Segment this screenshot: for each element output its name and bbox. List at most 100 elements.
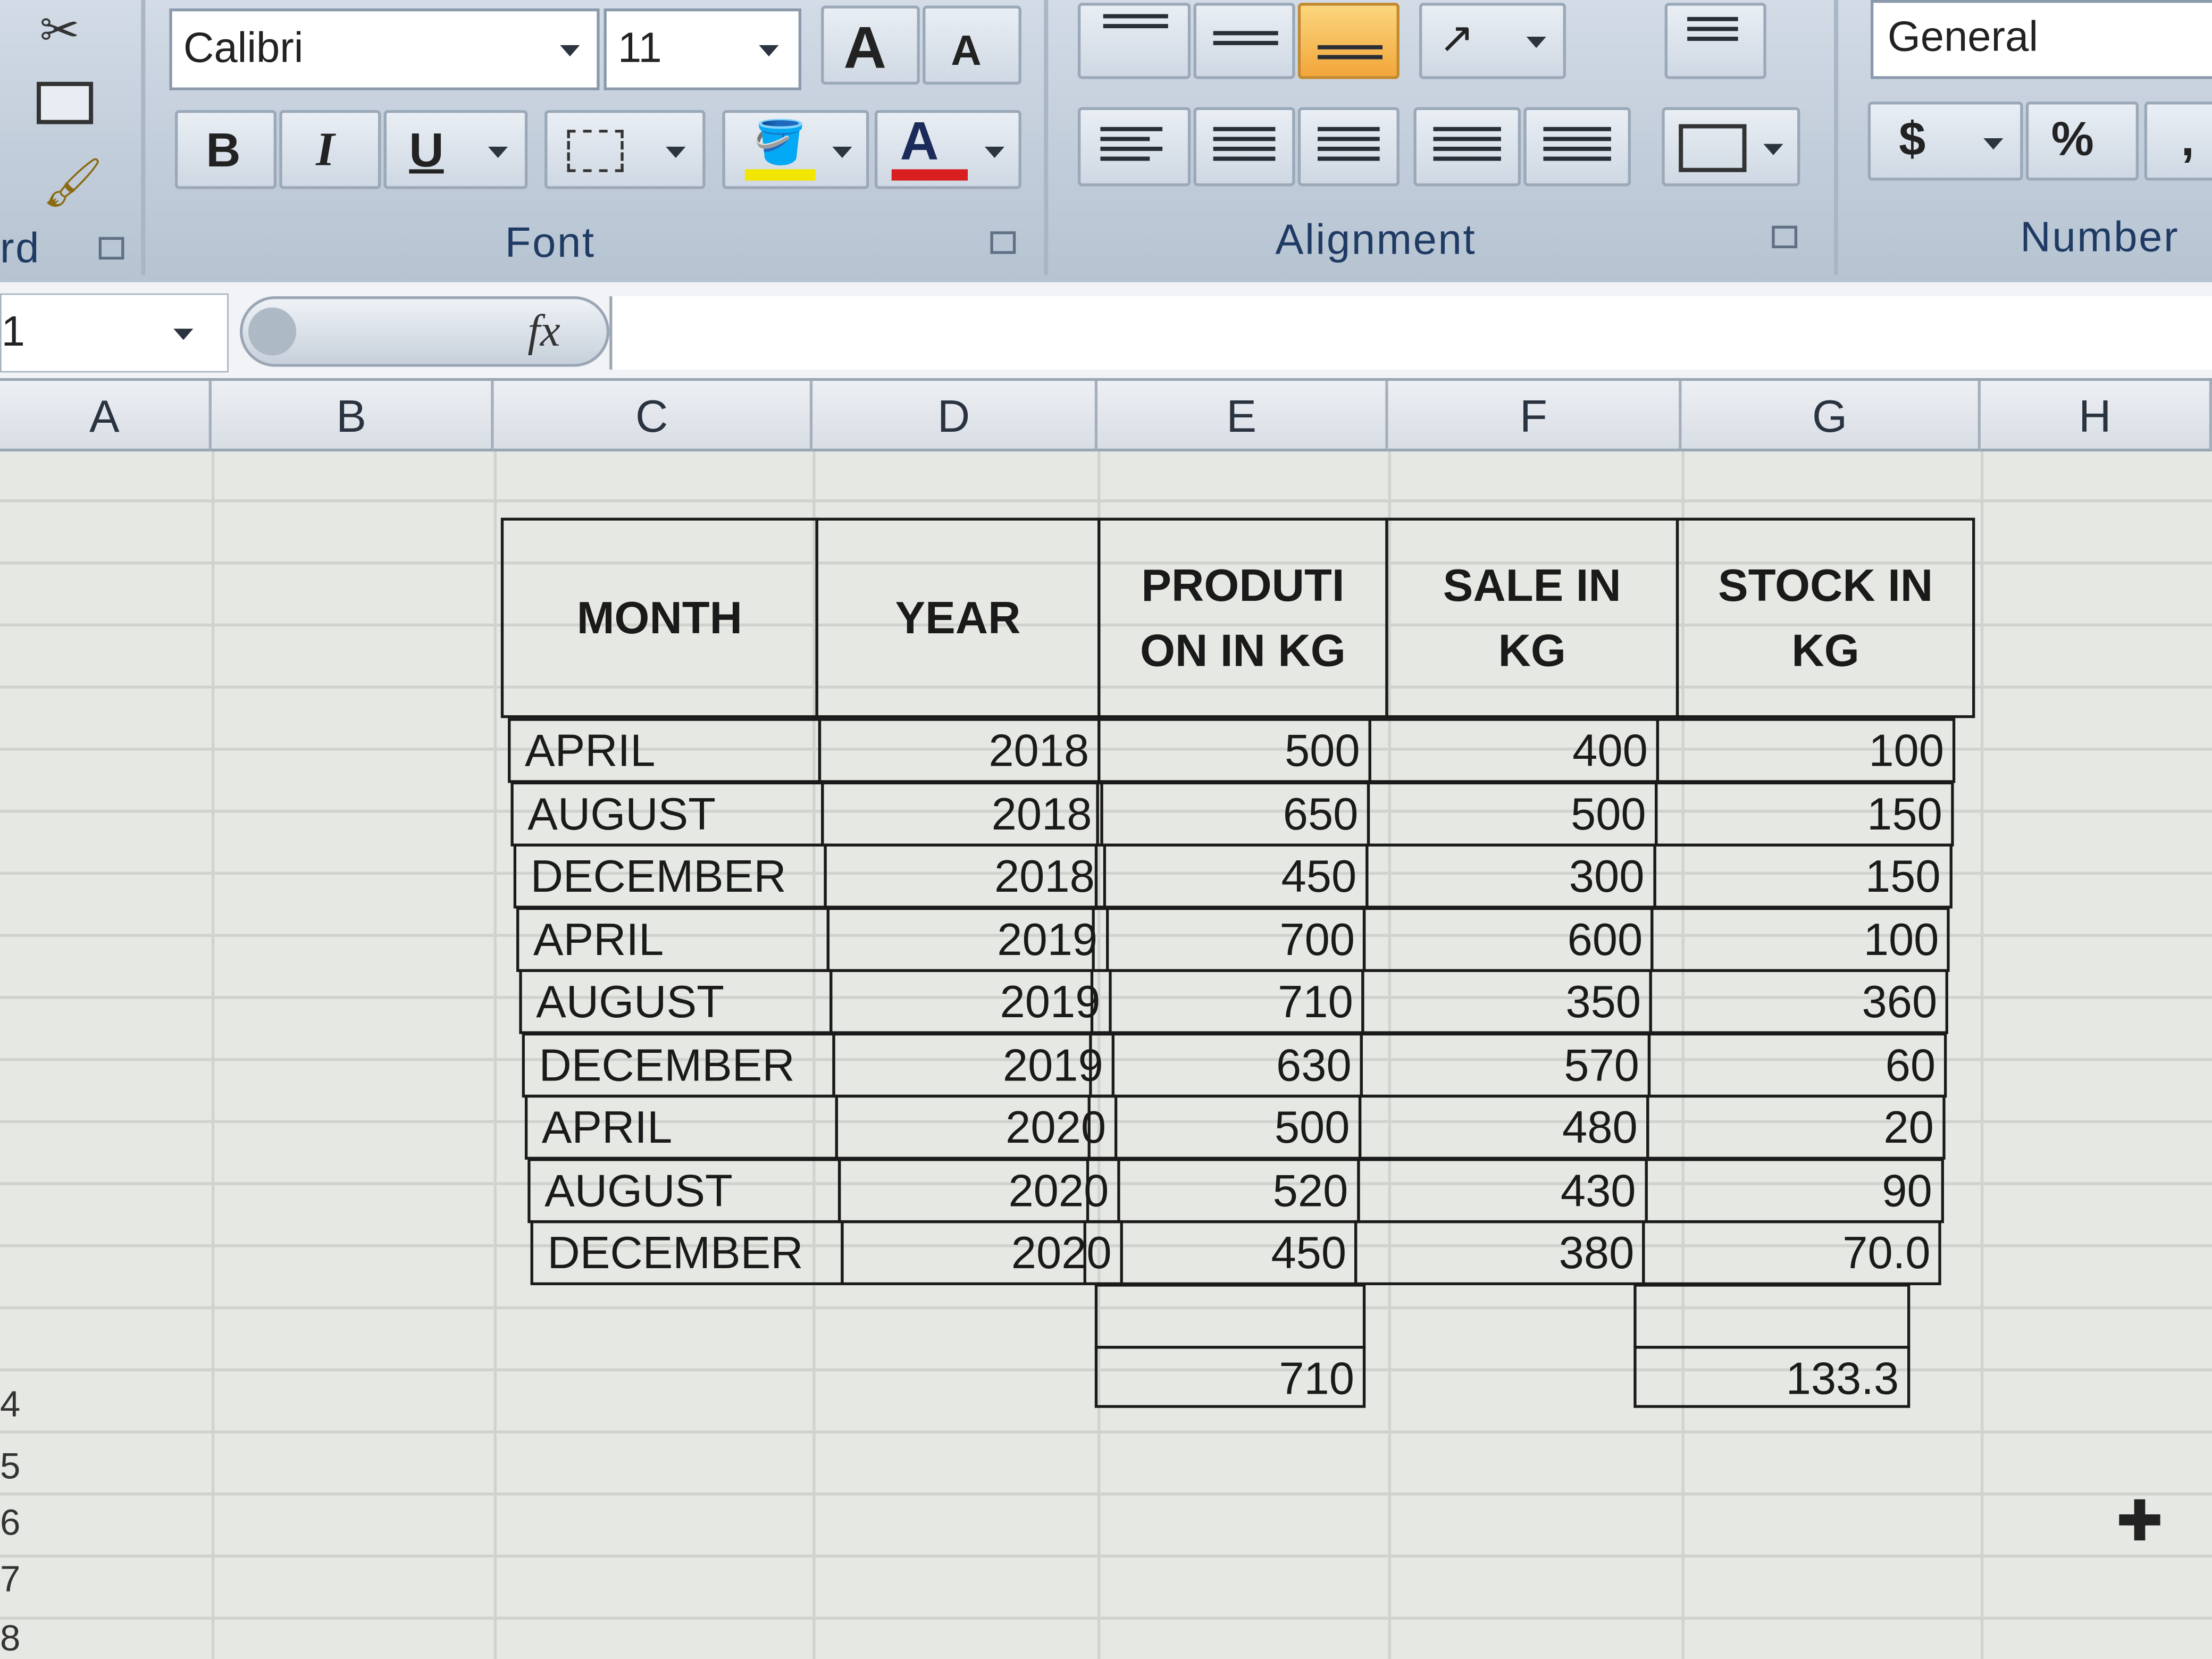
currency-button[interactable]: $: [1867, 102, 2023, 181]
row-number[interactable]: 7: [0, 1557, 21, 1600]
column-header-h[interactable]: H: [1980, 381, 2212, 451]
sheet-grid[interactable]: [0, 451, 2212, 1659]
year-cell[interactable]: 2020: [837, 1157, 1120, 1222]
merge-center-button[interactable]: [1662, 107, 1800, 187]
sale-cell[interactable]: 570: [1360, 1032, 1651, 1097]
column-header-c[interactable]: C: [493, 381, 813, 451]
format-painter-icon[interactable]: 🖌: [42, 156, 104, 211]
name-box[interactable]: 1: [0, 293, 229, 373]
month-cell[interactable]: AUGUST: [510, 781, 824, 846]
header-year[interactable]: YEAR: [815, 517, 1101, 718]
year-cell[interactable]: 2018: [824, 843, 1107, 909]
align-left-button[interactable]: [1077, 107, 1191, 187]
header-month[interactable]: MONTH: [500, 517, 818, 718]
font-color-dropdown-icon[interactable]: [984, 146, 1005, 158]
align-top-button[interactable]: [1077, 3, 1191, 79]
year-cell[interactable]: 2020: [835, 1094, 1118, 1160]
grow-font-button[interactable]: A: [821, 5, 920, 85]
production-cell[interactable]: 710: [1091, 969, 1365, 1034]
sale-cell[interactable]: 600: [1363, 906, 1654, 971]
stock-cell[interactable]: 20: [1646, 1094, 1946, 1160]
column-header-d[interactable]: D: [812, 381, 1098, 451]
fill-color-button[interactable]: 🪣: [722, 110, 869, 189]
header-production[interactable]: PRODUTI ON IN KG: [1097, 517, 1388, 718]
year-cell[interactable]: 2018: [818, 718, 1101, 783]
month-cell[interactable]: AUGUST: [527, 1157, 841, 1222]
copy-icon[interactable]: [36, 81, 94, 124]
row-number[interactable]: 5: [0, 1444, 21, 1487]
alignment-dialog-launcher-icon[interactable]: [1772, 225, 1798, 248]
stock-total-cell-empty[interactable]: [1633, 1284, 1911, 1349]
row-number[interactable]: 8: [0, 1616, 21, 1659]
stock-cell[interactable]: 60: [1647, 1032, 1947, 1097]
font-size-dropdown-icon[interactable]: [759, 45, 779, 57]
year-cell[interactable]: 2018: [821, 781, 1103, 846]
clipboard-dialog-launcher-icon[interactable]: [98, 237, 124, 260]
month-cell[interactable]: APRIL: [524, 1094, 838, 1160]
year-cell[interactable]: 2019: [826, 906, 1109, 971]
stock-total-cell[interactable]: 133.3: [1633, 1346, 1911, 1408]
month-cell[interactable]: AUGUST: [519, 969, 833, 1034]
stock-cell[interactable]: 100: [1656, 718, 1956, 783]
font-color-button[interactable]: A: [874, 110, 1021, 189]
production-total-cell-empty[interactable]: [1094, 1284, 1366, 1349]
year-cell[interactable]: 2019: [830, 969, 1112, 1034]
sale-cell[interactable]: 430: [1356, 1157, 1647, 1222]
sale-cell[interactable]: 500: [1367, 781, 1657, 846]
production-cell[interactable]: 520: [1085, 1157, 1360, 1222]
row-number[interactable]: 6: [0, 1501, 21, 1544]
sale-cell[interactable]: 300: [1365, 843, 1656, 909]
month-cell[interactable]: DECEMBER: [513, 843, 827, 909]
production-cell[interactable]: 500: [1097, 718, 1371, 783]
underline-button[interactable]: U: [383, 110, 528, 189]
align-bottom-button[interactable]: [1297, 3, 1400, 79]
merge-center-dropdown-icon[interactable]: [1763, 144, 1783, 155]
header-sale[interactable]: SALE IN KG: [1385, 517, 1679, 718]
column-header-e[interactable]: E: [1097, 381, 1388, 451]
month-cell[interactable]: APRIL: [508, 718, 822, 783]
percent-button[interactable]: %: [2025, 102, 2139, 181]
stock-cell[interactable]: 70.0: [1643, 1220, 1942, 1285]
number-format-box[interactable]: General: [1871, 0, 2212, 79]
borders-button[interactable]: [544, 110, 706, 189]
cut-icon[interactable]: ✂: [39, 4, 80, 58]
align-center-button[interactable]: [1193, 107, 1295, 187]
header-stock[interactable]: STOCK IN KG: [1675, 517, 1975, 718]
month-cell[interactable]: DECEMBER: [530, 1220, 844, 1285]
orientation-dropdown-icon[interactable]: [1526, 36, 1546, 48]
sale-cell[interactable]: 380: [1355, 1220, 1646, 1285]
sale-cell[interactable]: 350: [1361, 969, 1653, 1034]
orientation-button[interactable]: ↗: [1419, 3, 1566, 79]
year-cell[interactable]: 2019: [832, 1032, 1115, 1097]
stock-cell[interactable]: 90: [1644, 1157, 1943, 1222]
decrease-indent-button[interactable]: [1413, 107, 1521, 187]
stock-cell[interactable]: 150: [1654, 781, 1954, 846]
production-cell[interactable]: 500: [1087, 1094, 1361, 1160]
wrap-text-button[interactable]: [1664, 3, 1766, 79]
increase-indent-button[interactable]: [1523, 107, 1631, 187]
production-total-cell[interactable]: 710: [1094, 1346, 1366, 1408]
comma-button[interactable]: ,: [2144, 102, 2212, 181]
formula-input[interactable]: [609, 296, 2212, 370]
align-right-button[interactable]: [1297, 107, 1400, 187]
stock-cell[interactable]: 150: [1653, 843, 1952, 909]
sale-cell[interactable]: 480: [1358, 1094, 1649, 1160]
production-cell[interactable]: 450: [1084, 1220, 1358, 1285]
font-name-box[interactable]: Calibri: [169, 8, 600, 90]
underline-dropdown-icon[interactable]: [488, 146, 508, 158]
insert-function-button[interactable]: fx: [527, 305, 560, 356]
font-dialog-launcher-icon[interactable]: [990, 231, 1016, 254]
column-header-f[interactable]: F: [1388, 381, 1682, 451]
stock-cell[interactable]: 100: [1651, 906, 1950, 971]
production-cell[interactable]: 650: [1095, 781, 1370, 846]
production-cell[interactable]: 630: [1089, 1032, 1363, 1097]
font-name-dropdown-icon[interactable]: [560, 45, 580, 57]
borders-dropdown-icon[interactable]: [666, 146, 686, 158]
row-number[interactable]: 4: [0, 1382, 21, 1425]
month-cell[interactable]: DECEMBER: [522, 1032, 835, 1097]
year-cell[interactable]: 2020: [841, 1220, 1123, 1285]
align-middle-button[interactable]: [1193, 3, 1295, 79]
production-cell[interactable]: 450: [1094, 843, 1368, 909]
italic-button[interactable]: I: [279, 110, 381, 189]
column-header-a[interactable]: A: [0, 381, 212, 451]
